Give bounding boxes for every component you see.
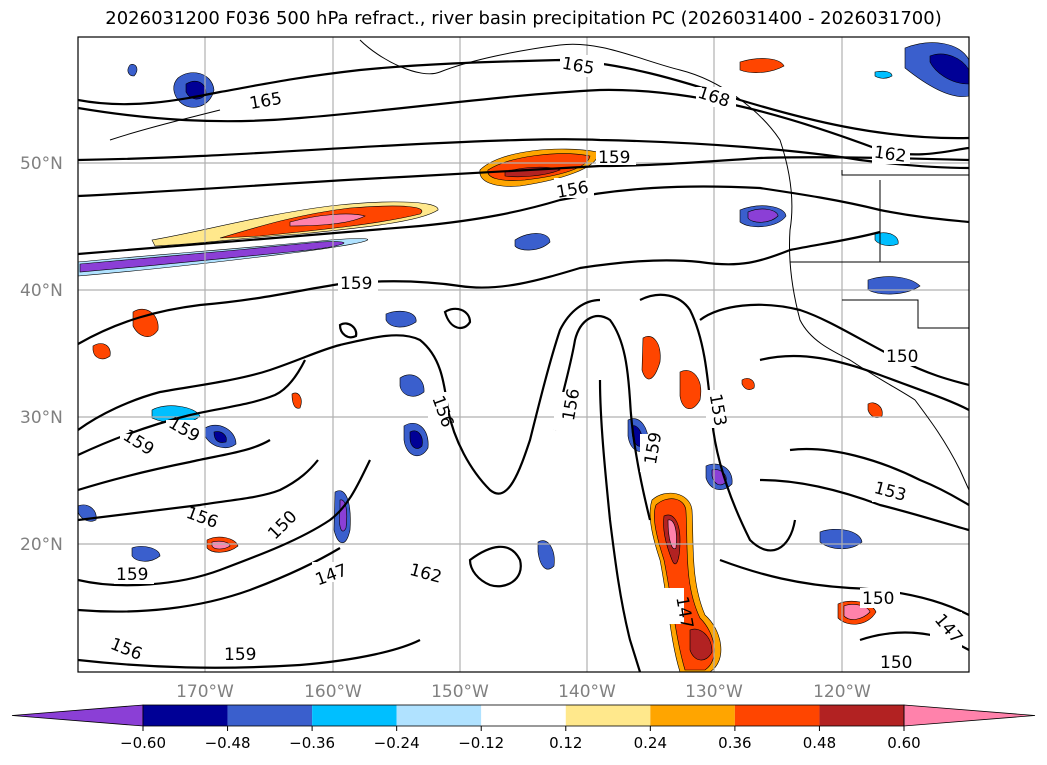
contour-label: 150 (880, 653, 912, 673)
map-border (77, 36, 970, 673)
colorbar-tick-label: 0.60 (887, 734, 920, 752)
shade-pos-west (132, 308, 159, 337)
contour-label: 162 (873, 143, 908, 167)
colorbar-extend-high (903, 704, 1036, 727)
coastlines (109, 39, 969, 491)
contour-label: 159 (340, 274, 372, 294)
colorbar-swatch (396, 705, 482, 726)
contour-label: 150 (886, 347, 918, 367)
colorbar-tick-label: 0.24 (634, 734, 667, 752)
colorbar-swatch (481, 705, 566, 726)
lon-label: 120°W (813, 682, 871, 702)
colorbar-swatch (227, 705, 313, 726)
lon-axis: 170°W 160°W 150°W 140°W 130°W 120°W (176, 682, 871, 702)
colorbar-swatch (650, 705, 735, 726)
colorbar-tick-label: −0.12 (458, 734, 504, 752)
colorbar-tick-label: 0.12 (549, 734, 582, 752)
colorbar-outline (142, 704, 905, 727)
colorbar-swatch (819, 705, 904, 726)
lon-label: 170°W (176, 682, 234, 702)
colorbar-tick-label: 0.48 (803, 734, 836, 752)
lat-label: 40°N (20, 281, 63, 301)
map-frame (78, 37, 969, 672)
contour-label: 159 (598, 148, 630, 168)
lat-label: 50°N (20, 154, 63, 174)
colorbar-ticks: −0.60 −0.48 −0.36 −0.24 −0.12 0.12 0.24 0.36 0.4… (120, 726, 921, 752)
lat-axis: 50°N 40°N 30°N 20°N (20, 154, 63, 555)
colorbar-swatches (11, 704, 1036, 727)
colorbar-tick-label: 0.36 (718, 734, 751, 752)
contour-label: 159 (116, 565, 148, 585)
contour-label: 150 (862, 589, 894, 609)
colorbar-tick-label: −0.60 (120, 734, 166, 752)
colorbar-swatch (143, 705, 228, 726)
colorbar-tick-label: −0.24 (374, 734, 420, 752)
lon-label: 160°W (304, 682, 362, 702)
contour-label: 159 (224, 645, 256, 665)
colorbar-swatch (734, 705, 820, 726)
lon-label: 130°W (685, 682, 743, 702)
lon-label: 140°W (558, 682, 616, 702)
lon-label: 150°W (431, 682, 489, 702)
colorbar: −0.60 −0.48 −0.36 −0.24 −0.12 0.12 0.24 0.36 0.4… (11, 704, 1036, 752)
colorbar-tick-label: −0.36 (289, 734, 335, 752)
lat-label: 20°N (20, 535, 63, 555)
colorbar-extend-low (11, 704, 144, 727)
colorbar-swatch (565, 705, 651, 726)
colorbar-tick-label: −0.48 (205, 734, 251, 752)
map-title: 2026031200 F036 500 hPa refract., river … (105, 8, 942, 29)
lat-label: 30°N (20, 408, 63, 428)
colorbar-swatch (312, 705, 397, 726)
